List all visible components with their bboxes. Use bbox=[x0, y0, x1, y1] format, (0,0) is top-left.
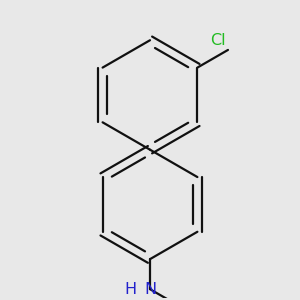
Text: Cl: Cl bbox=[211, 33, 226, 48]
Text: H: H bbox=[124, 282, 136, 297]
Text: N: N bbox=[144, 282, 156, 297]
